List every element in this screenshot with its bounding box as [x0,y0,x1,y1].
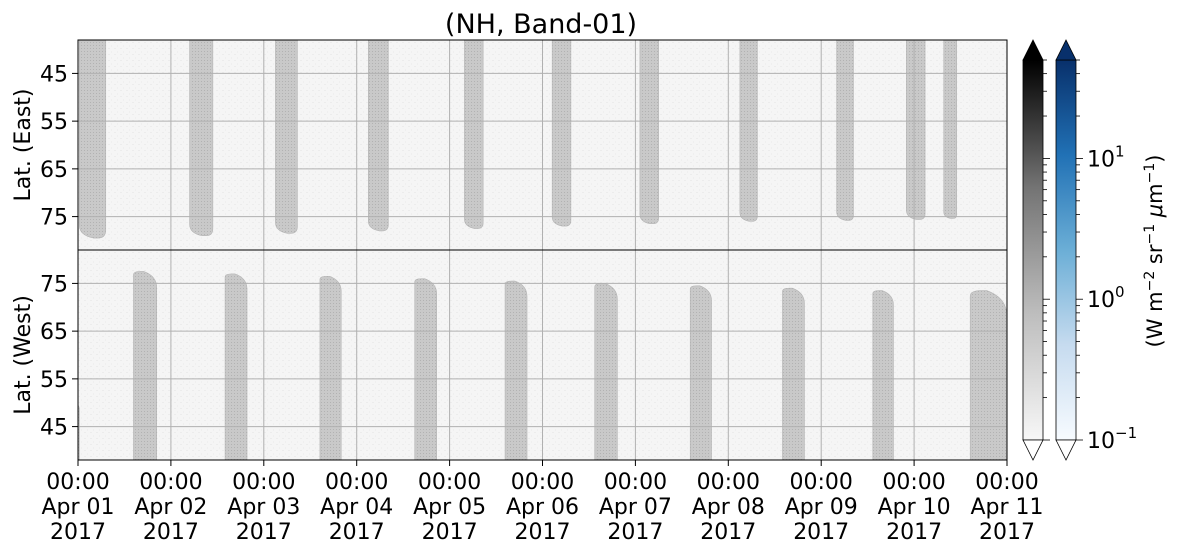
swath-band-east [464,40,484,229]
cbar-label-mid2 [1143,217,1167,224]
colorbar-tick-label: 100 [1087,283,1125,313]
swath-band-west [782,287,805,460]
swath-band-east [189,40,214,236]
cbar-label-mid1: sr [1143,244,1167,271]
svg-text:(W m−2 sr−1 μm−1): (W m−2 sr−1 μm−1) [1142,155,1167,348]
cbar-label-mid3: m [1143,183,1167,203]
y-tick-label-west: 75 [40,272,68,297]
colorbar-extend-under [1055,439,1077,461]
x-tick-label: 00:00 Apr 09 2017 [785,470,858,545]
swath-band-west [969,290,1007,460]
swath-band-west [319,275,342,460]
cbar-label-suffix: ) [1143,155,1167,163]
colorbar-tick-label: 10−1 [1087,424,1137,454]
x-tick-label: 00:00 Apr 08 2017 [692,470,765,545]
x-tick-label: 00:00 Apr 01 2017 [41,470,114,545]
colorbar-tick-label: 101 [1087,142,1125,172]
x-tick-label: 00:00 Apr 10 2017 [878,470,951,545]
plot-area: 45 55 65 75 45 55 65 75 [40,39,1008,461]
swath-band-east [836,40,854,221]
colorbar-body [1022,59,1044,441]
x-tick-label: 00:00 Apr 02 2017 [134,470,207,545]
colorbar-extend-over [1055,39,1077,61]
swath-band-east [551,40,572,227]
colorbar-body [1055,59,1077,441]
colorbar-extend-over [1022,39,1044,61]
swath-band-east [368,40,389,232]
cbar-label-prefix: (W m [1143,291,1167,347]
swath-band-west [504,280,528,460]
colorbar-gray [1022,39,1050,461]
swath-band-west [689,285,712,460]
cbar-label-sup2: −1 [1142,224,1158,245]
chart-title: (NH, Band-01) [445,9,637,40]
y-tick-label-west: 55 [40,368,68,393]
x-tick-label: 00:00 Apr 05 2017 [413,470,486,545]
swath-band-west [414,278,437,460]
swath-band-east [639,40,659,225]
ylabel-west: Lat. (West) [11,295,36,415]
y-axis-label-west: Lat. (West) [11,295,36,415]
y-tick-label-west: 65 [40,320,68,345]
swath-band-east [78,40,107,239]
x-axis: 00:00 Apr 01 2017 00:00 Apr 02 2017 00:00 Apr 0… [41,460,1044,545]
x-tick-label: 00:00 Apr 06 2017 [506,470,579,545]
swath-band-west [133,271,158,460]
cbar-label-mu: μ [1143,204,1167,218]
cbar-label-sup3: −1 [1142,163,1158,184]
y-axis-label-east: Lat. (East) [11,89,36,202]
y-tick-label-west: 45 [40,416,68,441]
x-tick-label: 00:00 Apr 07 2017 [599,470,672,545]
swath-band-west [872,290,894,460]
x-tick-label: 00:00 Apr 04 2017 [320,470,393,545]
y-tick-label-east: 75 [40,206,68,231]
colorbar-label: (W m−2 sr−1 μm−1) [1142,155,1167,348]
cbar-label-sup1: −2 [1142,271,1158,292]
ylabel-east: Lat. (East) [11,89,36,202]
swath-band-east [943,40,957,219]
swath-band-east [275,40,298,234]
swath-band-east [739,40,758,222]
colorbar-extend-under [1022,439,1044,461]
y-tick-label-east: 45 [40,62,68,87]
y-tick-label-east: 55 [40,110,68,135]
x-tick-label: 00:00 Apr 03 2017 [227,470,300,545]
x-tick-label: 00:00 Apr 11 2017 [970,470,1043,545]
swath-bands [78,40,1007,460]
colorbars: 10−1 100 101 [1022,39,1137,461]
swath-band-west [594,283,618,460]
y-tick-label-east: 65 [40,158,68,183]
swath-band-west [224,273,248,460]
swath-band-east [906,40,926,220]
y-tick-labels: 45 55 65 75 45 55 65 75 [40,62,78,441]
colorbar-blue [1055,39,1083,461]
